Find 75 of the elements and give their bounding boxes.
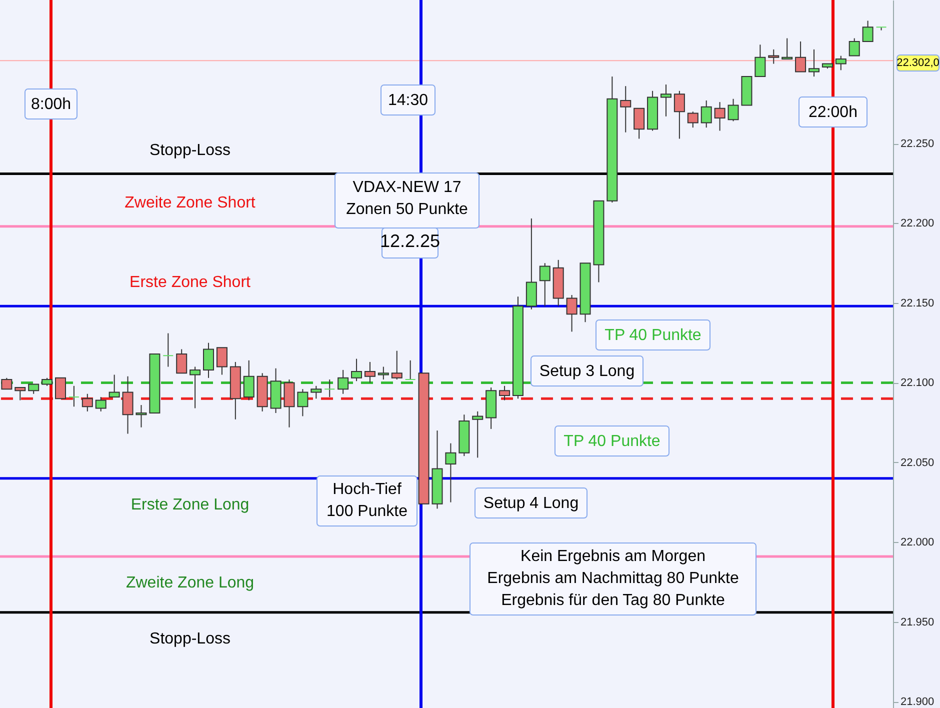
candlestick [687,111,698,128]
candlestick [55,377,66,400]
candlestick [391,350,402,380]
candlestick [351,358,362,382]
candlestick [68,385,80,408]
candlestick [378,366,389,380]
candlestick [108,374,120,398]
text: 22.302,0 [896,57,940,69]
candlestick [324,379,336,398]
candlestick [310,385,322,400]
candlestick [136,404,147,428]
annotation: Kein Ergebnis am Morgen Ergebnis am Nachmittag 80 Punkte Ergebnis für den Tag 80 Punkte [487,548,739,609]
candlestick [499,385,510,401]
annotation: TP 40 Punkte [604,327,702,344]
candlestick [203,342,214,378]
annotation: 14:30 [388,92,428,109]
candlestick [539,262,550,307]
candlestick [190,366,201,409]
candlestick [216,347,228,376]
candlestick [284,379,295,428]
ref-line-label: Erste Zone Short [130,274,252,292]
candlestick [566,294,578,332]
candlestick [768,48,780,64]
candlestick [162,332,174,368]
candlestick [808,48,820,78]
annotation: 8:00h [30,96,72,113]
candlestick [634,108,645,140]
annotation: TP 40 Punkte [564,433,660,450]
candlestick [472,410,484,458]
candlestick [95,396,106,412]
candlestick [620,86,632,133]
y-tick-label: 22.100 [900,377,934,390]
candlestick [728,98,739,122]
annotation: Setup 4 Long [483,495,579,512]
ref-line-label: Zweite Zone Short [124,194,256,212]
candlestick [404,360,416,380]
candlestick [660,84,672,117]
candlestick [674,90,685,140]
y-tick-label: 22.150 [900,297,934,310]
candlestick [876,26,887,31]
ref-line-label: Erste Zone Long [130,496,250,514]
candlestick [526,218,537,310]
y-tick-label: 22.000 [900,536,934,549]
candlestick [445,442,456,503]
candlestick [14,386,26,401]
candlestick [862,20,874,42]
text: VDAX-NEW 17 Zonen 50 Punkte [346,179,468,218]
y-tick-label: 22.200 [900,218,934,230]
annotation: Hoch-Tief 100 Punkte [326,481,408,520]
candlestick [82,393,93,412]
text: 12.2.25 [380,231,440,251]
candlestick [700,100,712,128]
y-tick-label: 21.900 [900,696,934,708]
candlestick [782,38,793,60]
candlestick [1,377,12,390]
ref-line-label: Stopp-Loss [150,142,230,159]
candlestick [714,102,726,132]
candlestick [338,369,349,394]
candlestick [176,348,188,374]
ref-line-label: Stopp-Loss [150,630,230,648]
candlestick [122,376,134,434]
candlestick [297,388,308,417]
candlestick [795,40,806,72]
candlestick [754,44,766,78]
candlestick [835,55,846,71]
candlestick [28,384,40,394]
candlestick [243,360,254,401]
annotation: Setup 3 Long [539,363,635,380]
y-tick-label: 22.250 [900,138,934,150]
candlestick [364,361,376,384]
annotation: 22:00h [808,104,858,121]
y-tick-label: 22.050 [900,456,934,469]
candlestick [848,38,860,56]
ref-line-label: Zweite Zone Long [126,574,254,592]
y-tick-label: 21.950 [900,616,934,628]
